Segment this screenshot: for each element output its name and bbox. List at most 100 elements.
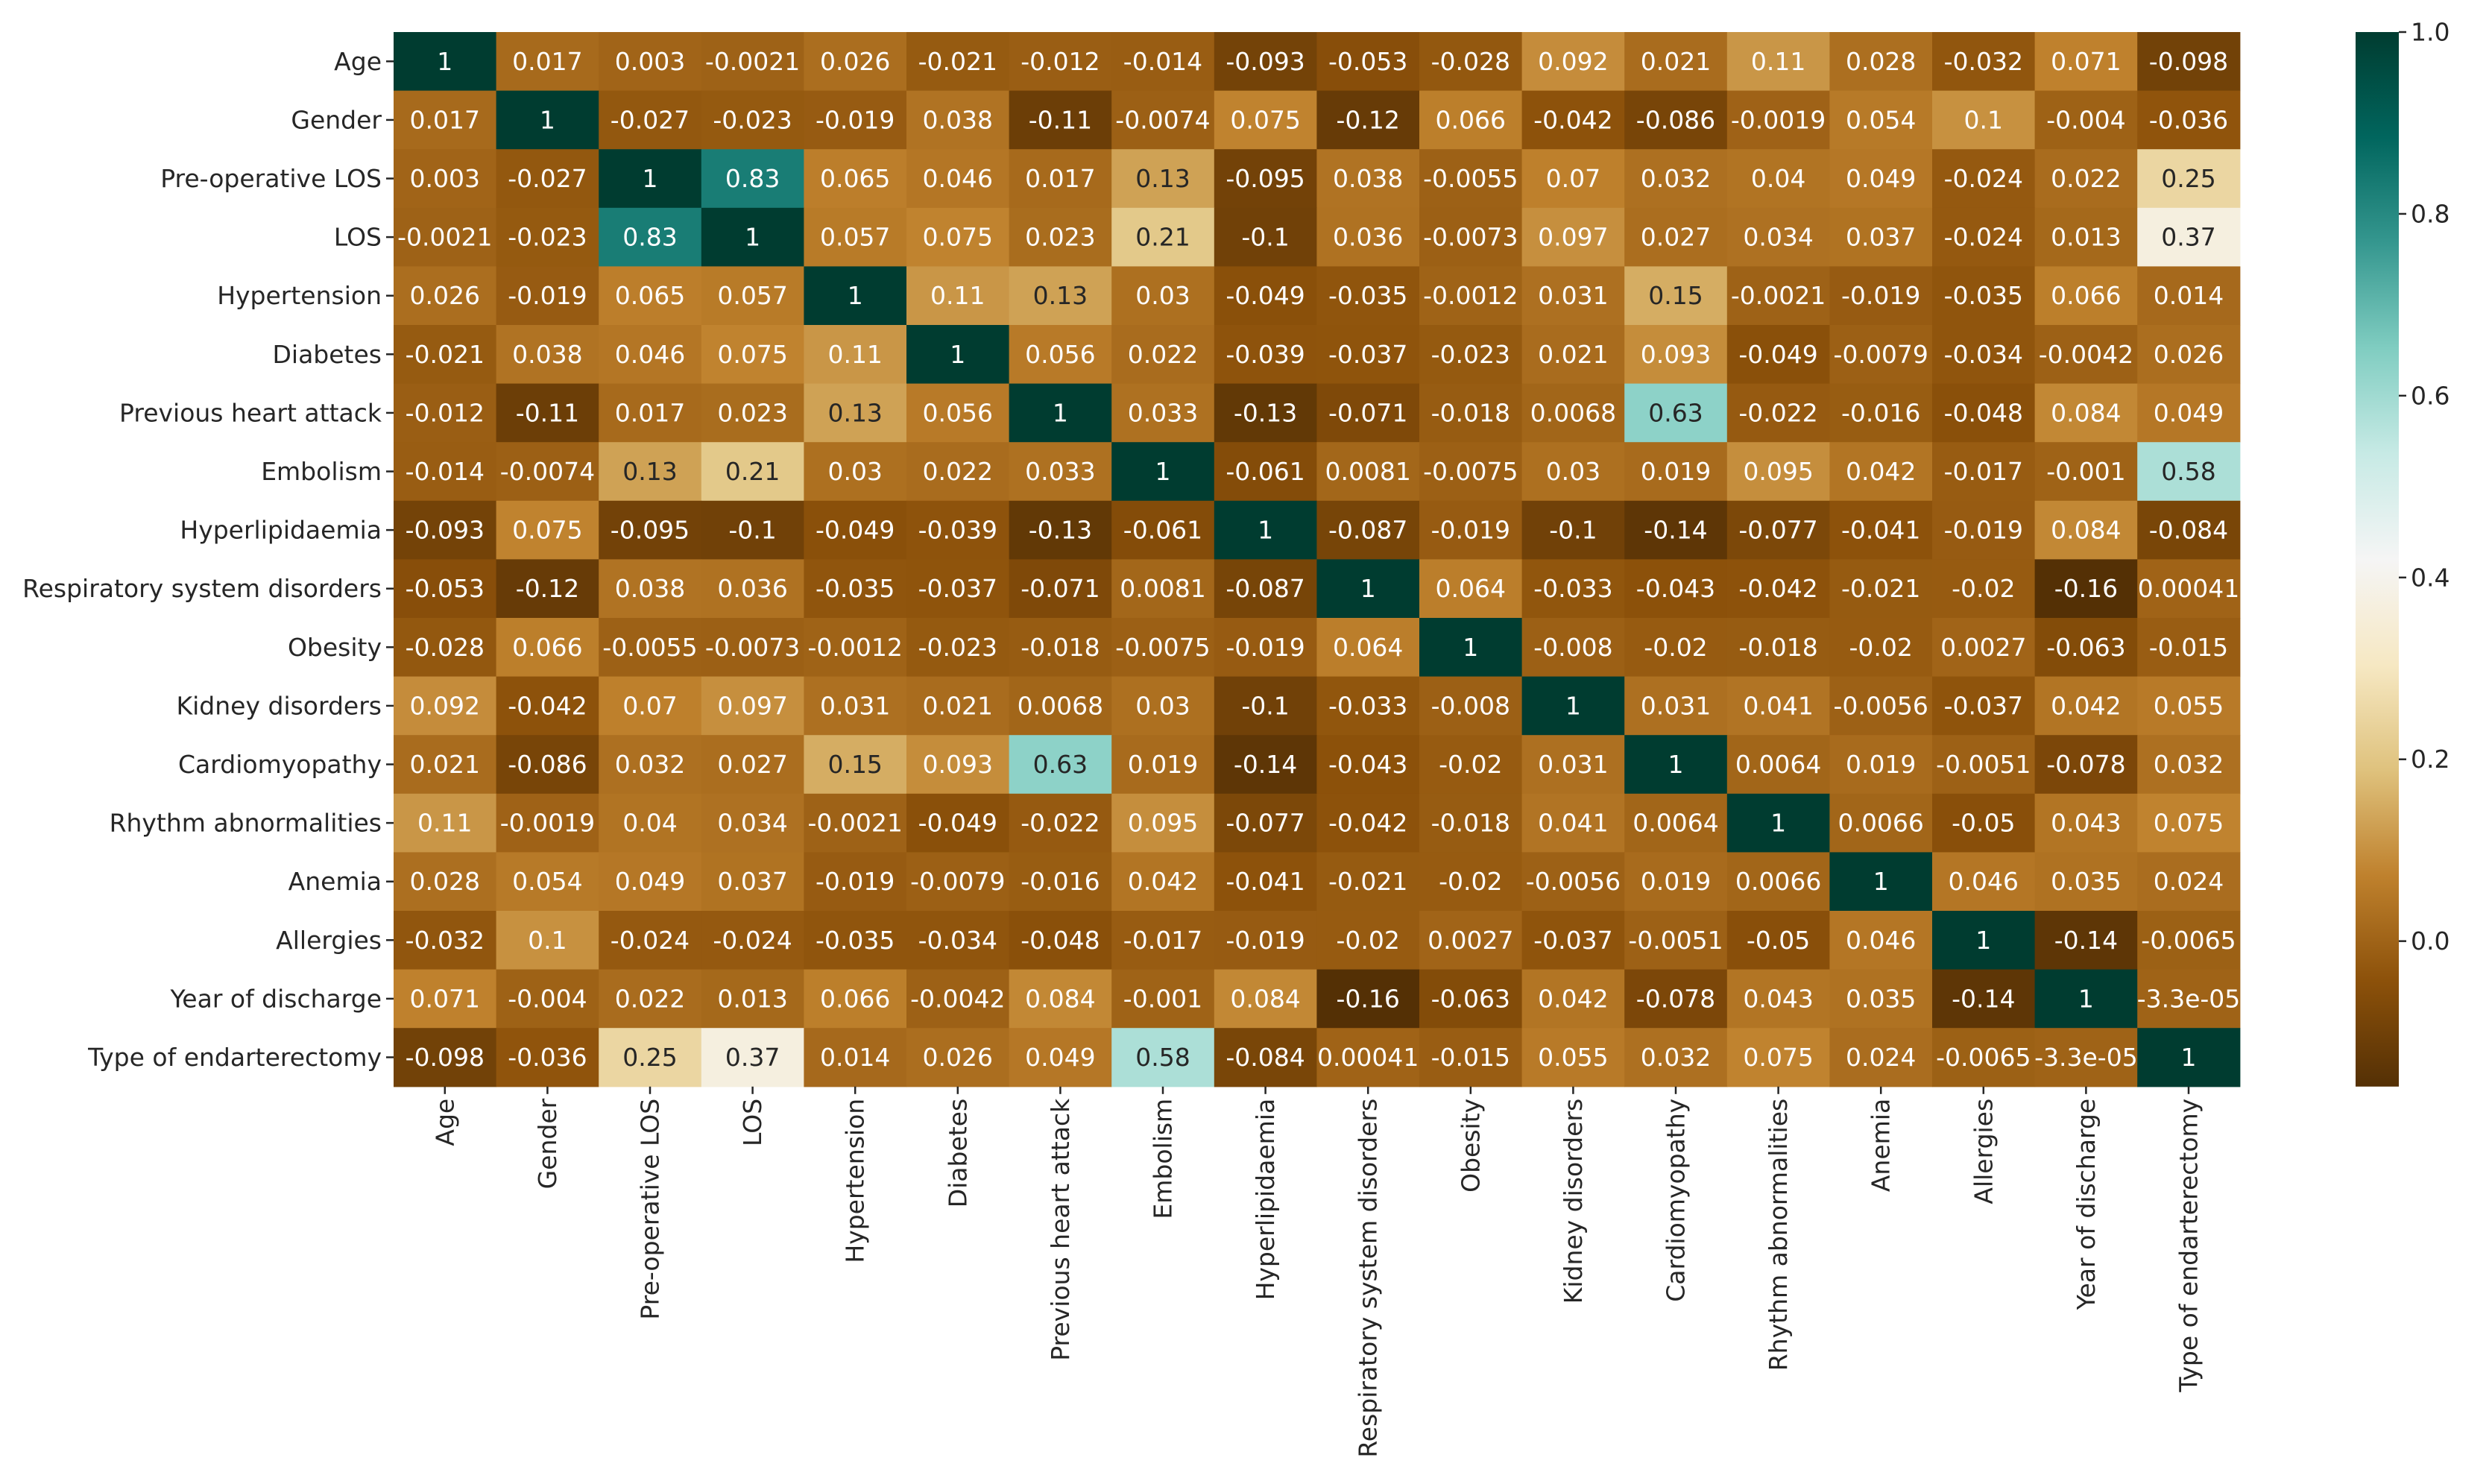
heatmap-cell [1009, 618, 1112, 678]
cell-value-label: 0.07 [622, 691, 677, 720]
heatmap-cell [1521, 90, 1625, 150]
heatmap-cell [2137, 500, 2241, 560]
y-axis: Age Gender Pre-operative LOS LOS Hypertensio… [22, 47, 394, 1072]
cell-value-label: -0.1 [1241, 691, 1289, 720]
heatmap-cell [1111, 90, 1215, 150]
heatmap-cell [804, 149, 907, 209]
cell-value-label: 0.037 [1846, 223, 1916, 252]
cell-value-label: 0.21 [725, 457, 780, 486]
heatmap-cell [1624, 618, 1728, 678]
colorbar: 1.0 0.8 0.6 0.4 0.2 0.0 [2356, 18, 2450, 1087]
cell-value-label: -0.0075 [1423, 457, 1518, 486]
heatmap-cell [1521, 266, 1625, 326]
cell-value-label: 1 [437, 47, 452, 76]
heatmap-cell [1521, 325, 1625, 385]
heatmap-cell [701, 325, 804, 385]
heatmap-cell [906, 676, 1010, 736]
cell-value-label: 0.019 [1128, 750, 1198, 779]
cell-value-label: -0.0012 [808, 633, 903, 662]
heatmap-cell [2034, 500, 2138, 560]
cell-value-label: -0.061 [1226, 457, 1305, 486]
heatmap-cell [1214, 207, 1317, 267]
cell-value-label: 0.0066 [1735, 867, 1821, 896]
heatmap-cell [599, 383, 702, 443]
cell-value-label: -0.036 [508, 1043, 587, 1072]
heatmap-cell [394, 1028, 497, 1087]
heatmap-cell [394, 618, 497, 678]
heatmap-cell [906, 266, 1010, 326]
heatmap-cell [1521, 676, 1625, 736]
heatmap-cell [496, 559, 599, 619]
y-tick-label: Hyperlipidaemia [180, 516, 382, 545]
cell-value-label: 0.58 [2161, 457, 2215, 486]
heatmap-cell [1419, 969, 1523, 1029]
cell-value-label: 0.097 [717, 691, 787, 720]
cell-value-label: 0.043 [1743, 984, 1813, 1013]
heatmap-cell [1316, 559, 1420, 619]
heatmap-cell [1521, 852, 1625, 912]
cell-value-label: 0.042 [1846, 457, 1916, 486]
heatmap-cell [599, 969, 702, 1029]
heatmap-cell [394, 500, 497, 560]
cell-value-label: -0.037 [1944, 691, 2023, 720]
cell-value-label: 0.021 [1641, 47, 1711, 76]
heatmap-cell [701, 735, 804, 795]
heatmap-cell [804, 735, 907, 795]
cell-value-label: -0.021 [1328, 867, 1407, 896]
cell-value-label: 0.032 [615, 750, 685, 779]
x-tick-label: Previous heart attack [1046, 1098, 1075, 1361]
cell-value-label: -0.033 [1533, 574, 1612, 603]
heatmap-cell [2137, 207, 2241, 267]
heatmap-cell [2137, 618, 2241, 678]
cell-value-label: 1 [540, 105, 555, 134]
heatmap-cell [1009, 911, 1112, 970]
cell-value-label: 0.057 [717, 281, 787, 310]
cell-value-label: 1 [1565, 691, 1581, 720]
cell-value-label: -0.078 [2046, 750, 2125, 779]
cell-value-label: 0.054 [512, 867, 582, 896]
cell-value-label: 0.057 [820, 223, 890, 252]
cell-value-label: 0.075 [1743, 1043, 1813, 1072]
cell-value-label: 1 [1668, 750, 1684, 779]
cell-value-label: 0.022 [615, 984, 685, 1013]
heatmap-cell [701, 618, 804, 678]
cell-value-label: 0.075 [717, 340, 787, 369]
heatmap-cell [1726, 618, 1830, 678]
cell-value-label: -0.0012 [1423, 281, 1518, 310]
heatmap-cell [906, 149, 1010, 209]
x-tick-label: Obesity [1456, 1099, 1485, 1193]
heatmap-cell [1419, 325, 1523, 385]
heatmap-cell [906, 852, 1010, 912]
heatmap-cell [1316, 676, 1420, 736]
cell-value-label: -0.14 [1644, 516, 1707, 545]
heatmap-cell [1932, 383, 2036, 443]
heatmap-cell [1111, 149, 1215, 209]
heatmap-cell [2137, 149, 2241, 209]
cell-value-label: -0.0079 [1834, 340, 1928, 369]
heatmap-cell [599, 325, 702, 385]
heatmap-cell [496, 676, 599, 736]
cell-value-label: -0.13 [1029, 516, 1092, 545]
heatmap-cells [394, 32, 2241, 1087]
heatmap-cell [496, 207, 599, 267]
cell-value-label: 0.065 [820, 164, 890, 193]
cell-value-label: 0.0081 [1120, 574, 1205, 603]
cell-value-label: 1 [848, 281, 863, 310]
cell-value-label: 0.00041 [1317, 1043, 1419, 1072]
heatmap-cell [394, 325, 497, 385]
cell-value-label: -0.0073 [1423, 223, 1518, 252]
heatmap-cell [1829, 793, 1933, 853]
heatmap-cell [1521, 207, 1625, 267]
heatmap-cell [1111, 207, 1215, 267]
cell-value-label: 0.075 [2154, 809, 2224, 838]
cell-value-label: 0.04 [1751, 164, 1805, 193]
cell-value-label: 0.0068 [1018, 691, 1103, 720]
heatmap-cell [394, 735, 497, 795]
cell-value-label: 0.003 [615, 47, 685, 76]
cell-value-label: 0.83 [622, 223, 677, 252]
cell-value-label: 0.038 [923, 105, 993, 134]
cell-value-label: 0.075 [512, 516, 582, 545]
x-tick-label: Respiratory system disorders [1354, 1099, 1383, 1458]
cell-value-label: -0.0042 [910, 984, 1005, 1013]
